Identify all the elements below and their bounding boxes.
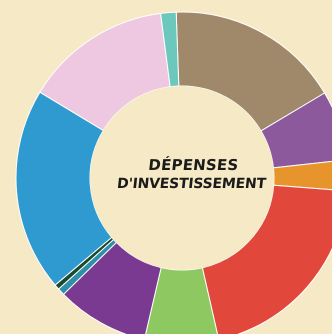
- donut-hole: [90, 86, 274, 270]
